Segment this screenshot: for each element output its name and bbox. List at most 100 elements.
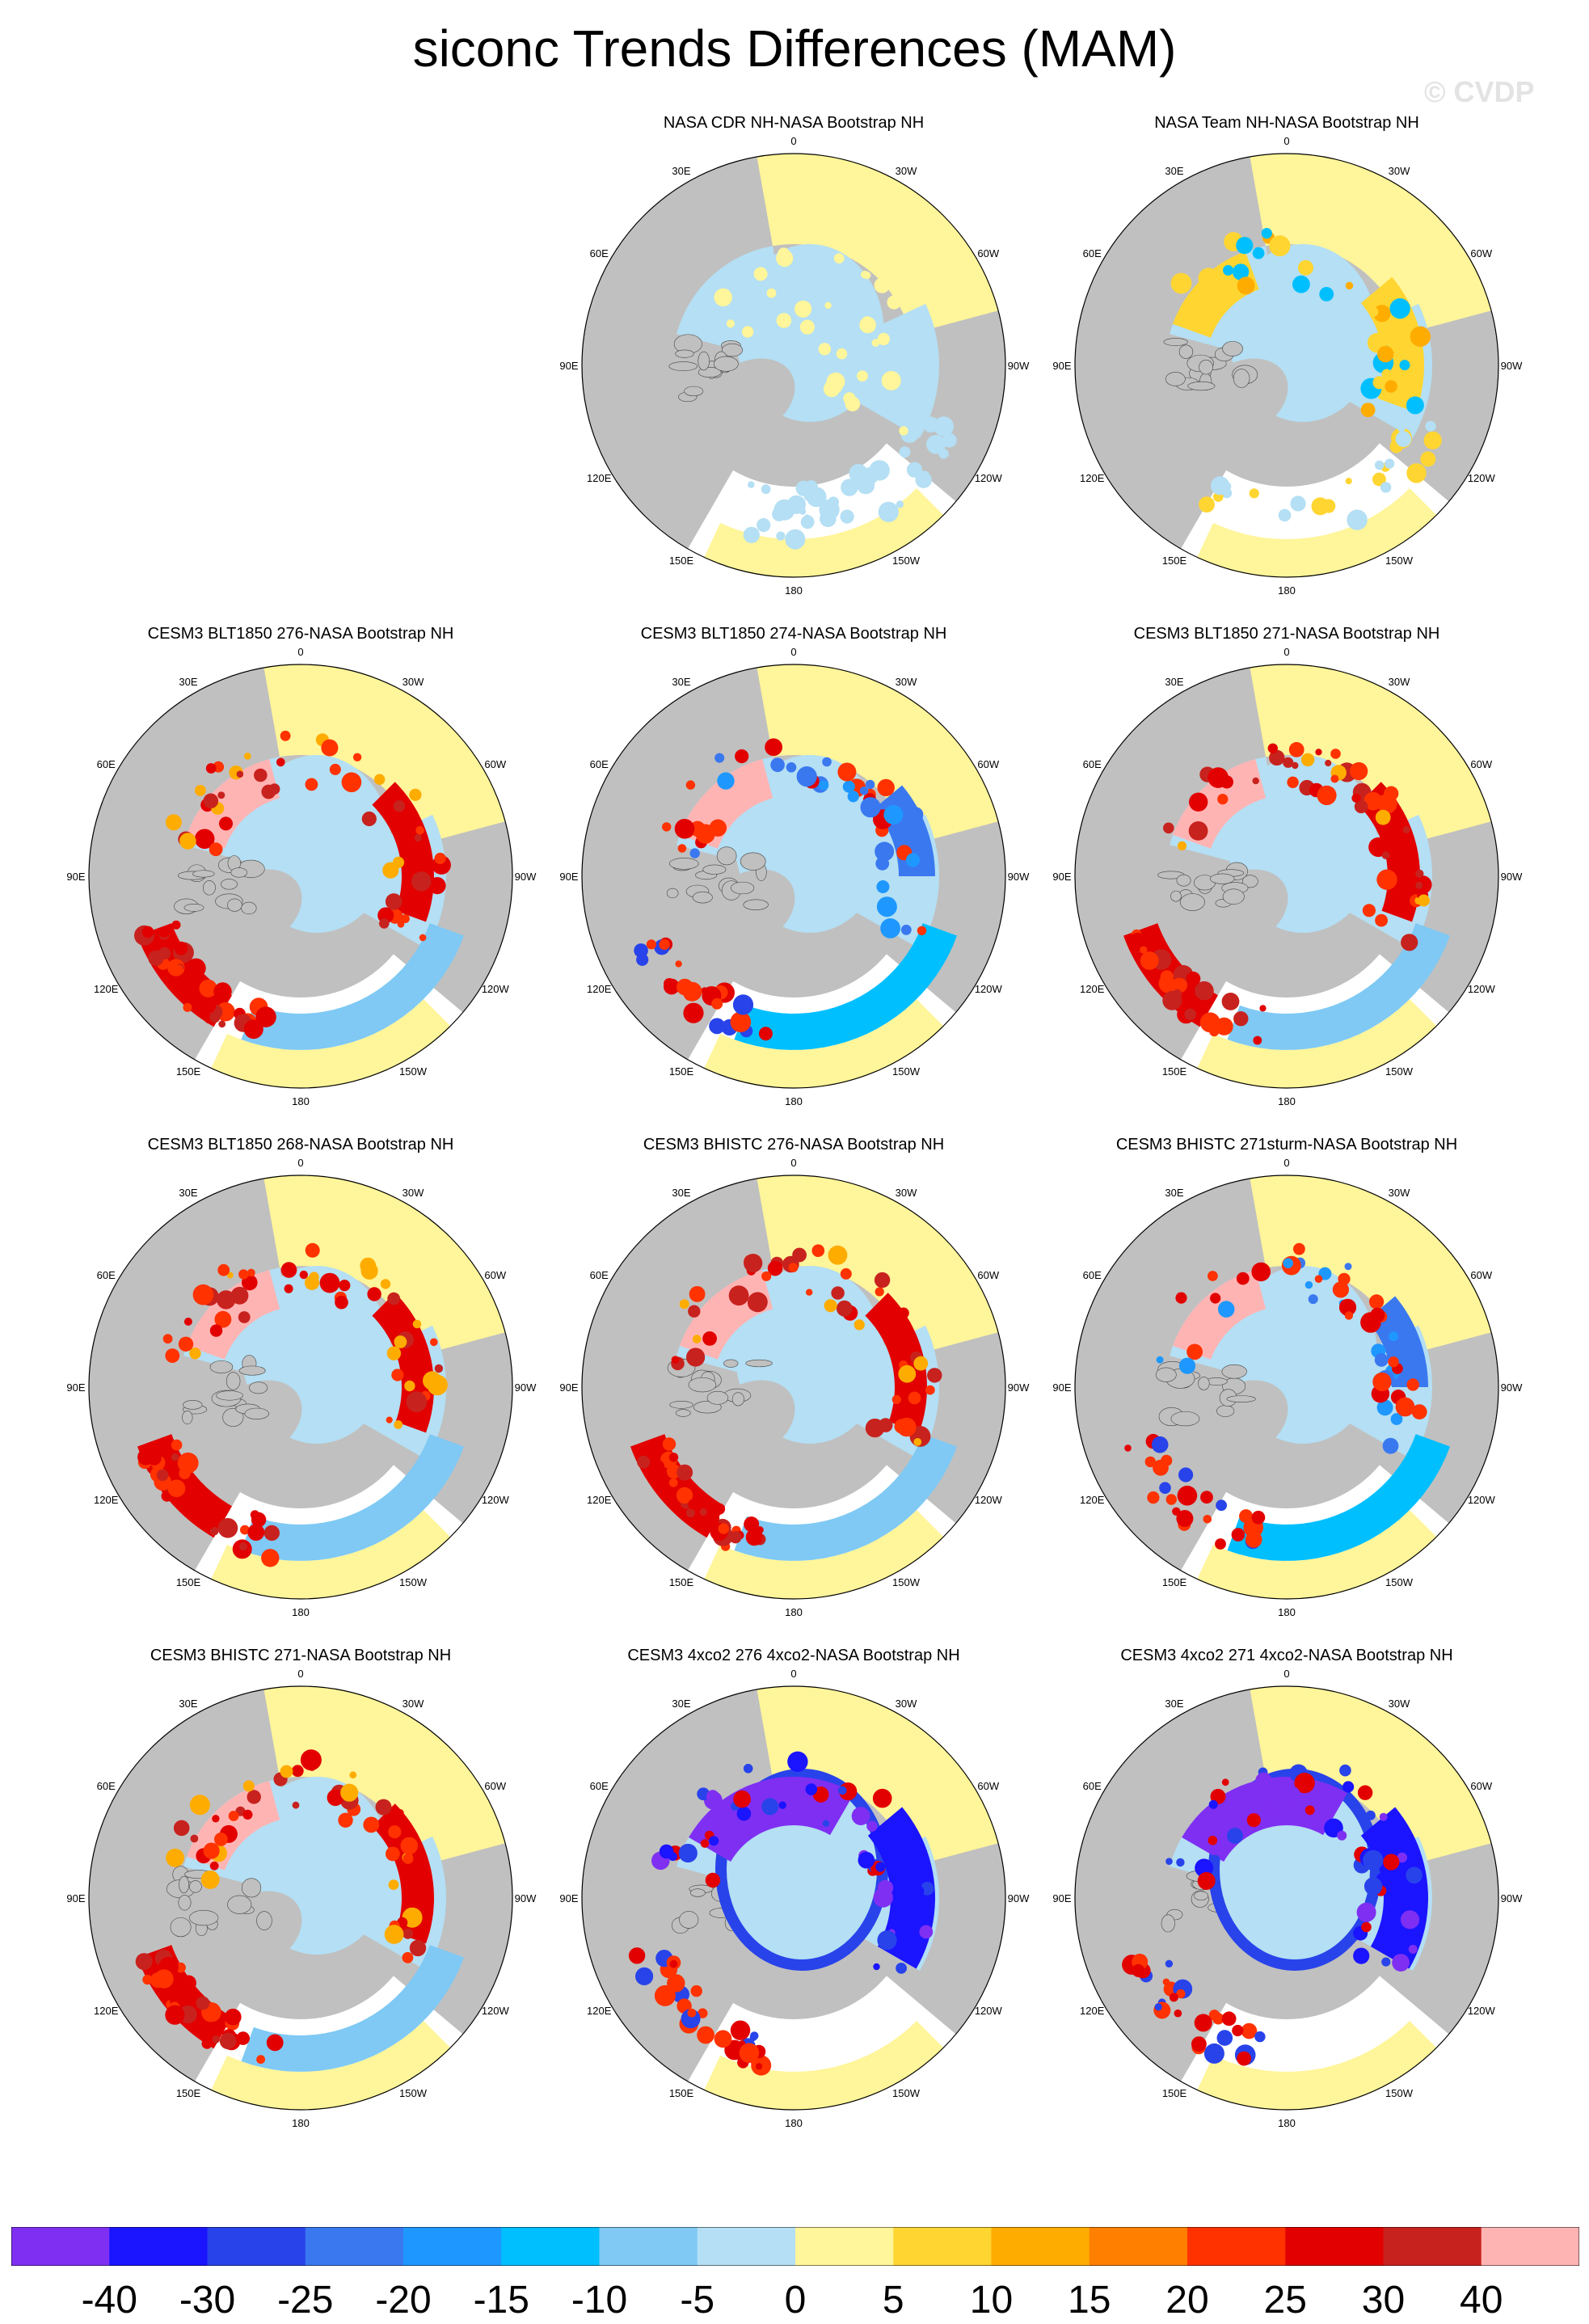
sea-ice-anomaly [732,994,754,1015]
sea-ice-anomaly [859,787,869,795]
sea-ice-anomaly [836,1300,853,1317]
sea-ice-anomaly [180,1975,196,1991]
longitude-label: 120E [587,983,612,995]
longitude-label: 60E [97,758,116,770]
sea-ice-anomaly [415,825,424,835]
sea-ice-anomaly [190,1834,199,1843]
sea-ice-anomaly [698,2008,708,2018]
sea-ice-anomaly [1191,2036,1207,2052]
map-boundary [1074,664,1499,1089]
island [689,1888,706,1897]
sea-ice-anomaly [1290,496,1306,512]
sea-ice-anomaly [167,1479,186,1498]
longitude-label: 150E [176,1576,201,1588]
longitude-label: 90E [1052,1892,1071,1904]
sea-ice-anomaly [361,811,377,827]
sea-ice-anomaly [305,778,318,791]
longitude-label: 150E [176,2087,201,2099]
colorbar-swatch [501,2227,600,2266]
sea-ice-anomaly [818,343,831,356]
sea-ice-anomaly [329,763,341,775]
sea-ice-anomaly [875,841,895,862]
island [249,1381,268,1394]
sea-ice-anomaly [1161,1454,1173,1466]
polar-map-panel: CESM3 BLT1850 271-NASA Bootstrap NH 180 15… [1036,624,1537,1133]
sea-ice-anomaly [1216,1499,1227,1512]
longitude-label: 120E [94,983,119,995]
sea-ice-anomaly [141,926,154,938]
sea-ice-anomaly [1376,869,1397,890]
sea-ice-anomaly [214,1310,232,1328]
sea-ice-anomaly [796,766,817,787]
sea-ice-anomaly [400,846,417,862]
sea-ice-anomaly [219,2032,237,2050]
longitude-label: 150W [399,2087,428,2099]
longitude-label: 150E [669,1576,694,1588]
longitude-label: 60W [1470,247,1492,259]
colorbar-tick-label: -20 [375,2279,432,2322]
longitude-label: 30E [672,676,690,688]
longitude-label: 150W [892,2087,921,2099]
polar-map-panel: CESM3 4xco2 276 4xco2-NASA Bootstrap NH 1… [543,1646,1044,2155]
greenland [703,358,795,437]
sea-ice-anomaly [414,833,422,842]
island [192,870,215,878]
longitude-label: 60W [977,247,999,259]
sea-ice-anomaly [340,1783,359,1802]
sea-ice-anomaly [699,1508,707,1516]
watermark: © CVDP [1424,75,1535,108]
sea-ice-anomaly [338,1812,353,1828]
sea-ice-anomaly [1360,403,1376,417]
longitude-label: 150E [1162,1065,1187,1078]
sea-ice-anomaly [228,1811,239,1821]
longitude-label: 150E [669,555,694,567]
sea-ice-anomaly [733,1790,751,1808]
island [723,1359,739,1368]
longitude-label: 60E [97,1780,116,1792]
sea-ice-anomaly [209,842,223,857]
island [740,852,766,871]
sea-ice-anomaly [883,804,904,825]
sea-ice-anomaly [828,1245,848,1265]
sea-ice-anomaly [1330,774,1339,783]
colorbar-swatch [1285,2227,1384,2266]
sea-ice-anomaly [380,1279,391,1289]
sea-ice-anomaly [788,1263,799,1272]
sea-ice-anomaly [406,1391,428,1413]
sea-ice-anomaly [195,785,206,796]
sea-ice-anomaly [419,934,427,942]
sea-ice-anomaly [908,1391,921,1405]
sea-ice-anomaly [1388,1356,1399,1368]
longitude-label: 60E [590,1780,609,1792]
sea-ice-anomaly [261,1549,280,1567]
longitude-label: 0 [790,646,796,658]
colorbar-tick-label: 20 [1165,2279,1209,2322]
sea-ice-anomaly [196,1996,210,2010]
sea-ice-anomaly [1344,1263,1352,1271]
sea-ice-anomaly [690,1984,702,1997]
sea-ice-anomaly [309,1272,319,1282]
sea-ice-anomaly [411,871,432,892]
sea-ice-anomaly [171,1453,179,1461]
sea-ice-anomaly [744,1254,763,1273]
sea-ice-anomaly [741,326,754,338]
island [706,1390,729,1405]
sea-ice-anomaly [881,370,901,390]
barents-anomaly [187,1270,280,1360]
sea-ice-anomaly [646,939,656,950]
sea-ice-anomaly [1319,287,1334,302]
sea-ice-anomaly [824,1299,837,1313]
sea-ice-anomaly [1160,970,1174,984]
sea-ice-anomaly [400,914,410,923]
map-boundary [581,1175,1006,1600]
sea-ice-anomaly [668,1478,678,1487]
sea-ice-anomaly [321,739,339,757]
sea-ice-anomaly [668,1453,679,1462]
sea-ice-anomaly [403,1853,414,1864]
longitude-label: 60E [97,1269,116,1281]
longitude-label: 120W [1468,1494,1496,1506]
longitude-label: 60W [1470,1269,1492,1281]
longitude-label: 60E [1083,1269,1102,1281]
sea-ice-anomaly [387,1292,401,1305]
sea-ice-anomaly [1372,1372,1392,1392]
